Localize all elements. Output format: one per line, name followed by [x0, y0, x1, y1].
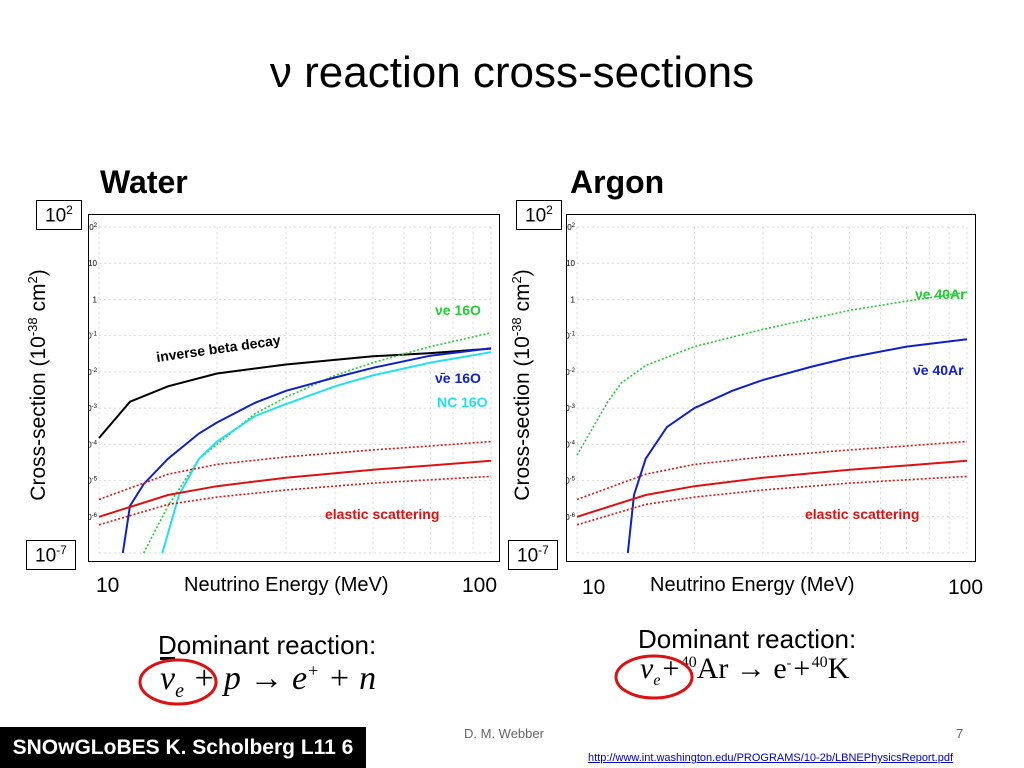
- nc-o16-label: NC 16O: [437, 394, 488, 410]
- water-ytop-box: 102: [36, 200, 82, 231]
- y-tick-label: 10-6: [89, 513, 98, 522]
- y-tick-label: 10-1: [567, 332, 576, 341]
- argon-ybot-exp: -7: [538, 543, 549, 557]
- argon-ytop-exp: 2: [546, 203, 553, 217]
- water-xlabel: Neutrino Energy (MeV): [184, 574, 389, 596]
- slide-title: ν reaction cross-sections: [269, 48, 755, 97]
- argon-plot-frame: 10-6 10-5 10-4 10-3 10-2 10-1 1 10 102 νe 40Ar ν̄e…: [566, 214, 976, 562]
- y-tick-label: 10-4: [567, 440, 576, 449]
- water-dominant-label: Dominant reaction:: [158, 630, 377, 660]
- series-line-red: [98, 440, 492, 501]
- argon-ylabel: Cross-section (10-38 cm2): [509, 269, 534, 501]
- argon-ytop-box: 102: [516, 200, 562, 231]
- water-plot-frame: 10-6 10-5 10-4 10-3 10-2 10-1 1 10 102 inverse be…: [88, 214, 500, 562]
- series-line-red: [576, 440, 968, 501]
- y-tick-label: 10-4: [89, 440, 98, 449]
- author-name: D. M. Webber: [464, 726, 544, 741]
- y-tick-label: 1: [93, 295, 98, 304]
- water-panel-title: Water: [100, 164, 188, 200]
- argon-highlight-circle: [614, 654, 694, 700]
- ibd-label: inverse beta decay: [155, 332, 282, 365]
- argon-xtick-10: 10: [582, 576, 606, 599]
- series-line-green: [142, 332, 492, 554]
- argon-ybot-base: 10: [517, 545, 539, 567]
- nue-o16-label: νe 16O: [435, 302, 481, 318]
- argon-ybot-box: 10-7: [508, 540, 558, 571]
- series-line-blue: [626, 338, 968, 554]
- es-label-argon: elastic scattering: [805, 506, 919, 522]
- argon-chart: 10-6 10-5 10-4 10-3 10-2 10-1 1 10 102 νe 40Ar ν̄e…: [567, 223, 968, 554]
- water-ybot-exp: -7: [56, 543, 67, 557]
- y-tick-label: 102: [89, 223, 98, 232]
- argon-reaction-equation: νe+40Ar → e-+40K: [640, 652, 850, 689]
- nuebar-ar40-label: ν̄e 40Ar: [913, 362, 964, 378]
- y-tick-label: 10-2: [567, 368, 576, 377]
- nue-ar40-label: νe 40Ar: [915, 286, 966, 302]
- y-tick-label: 10-3: [567, 404, 576, 413]
- water-xtick-10: 10: [96, 574, 120, 597]
- footer-credit: SNOwGLoBES K. Scholberg L11 6: [0, 727, 366, 768]
- water-highlight-circle: [138, 658, 218, 706]
- series-line-green: [576, 291, 968, 456]
- argon-panel-title: Argon: [570, 164, 665, 200]
- water-ytop-base: 10: [45, 205, 67, 227]
- y-tick-label: 10-3: [89, 404, 98, 413]
- argon-ytop-base: 10: [525, 205, 547, 227]
- y-tick-label: 1: [571, 295, 576, 304]
- water-chart: 10-6 10-5 10-4 10-3 10-2 10-1 1 10 102 inverse be…: [89, 223, 492, 554]
- water-ybot-box: 10-7: [26, 540, 76, 571]
- water-ybot-base: 10: [35, 545, 57, 567]
- y-tick-label: 10: [89, 259, 98, 268]
- water-ylabel: Cross-section (10-38 cm2): [25, 269, 50, 501]
- y-tick-label: 10-5: [89, 477, 98, 486]
- y-tick-label: 10-5: [567, 477, 576, 486]
- source-link[interactable]: http://www.int.washington.edu/PROGRAMS/1…: [588, 752, 954, 764]
- water-reaction-equation: νe + p → e+ + n: [160, 660, 377, 702]
- argon-dominant-label: Dominant reaction:: [638, 624, 857, 654]
- series-line-blue: [121, 347, 492, 554]
- water-ytop-exp: 2: [66, 203, 73, 217]
- es-label-water: elastic scattering: [325, 506, 439, 522]
- series-line-red: [576, 459, 968, 518]
- nuebar-o16-label: ν̄e 16O: [435, 370, 481, 386]
- y-tick-label: 10: [567, 259, 576, 268]
- y-tick-label: 10-6: [567, 513, 576, 522]
- argon-xlabel: Neutrino Energy (MeV): [650, 574, 855, 596]
- series-line-red: [98, 459, 492, 518]
- page-number: 7: [956, 726, 964, 741]
- series-line-cyan: [161, 351, 492, 554]
- argon-xtick-100: 100: [948, 576, 984, 599]
- y-tick-label: 10-1: [89, 332, 98, 341]
- y-tick-label: 10-2: [89, 368, 98, 377]
- water-xtick-100: 100: [462, 574, 498, 597]
- series-line-red: [576, 475, 968, 526]
- y-tick-label: 102: [567, 223, 576, 232]
- series-line-black: [98, 347, 492, 439]
